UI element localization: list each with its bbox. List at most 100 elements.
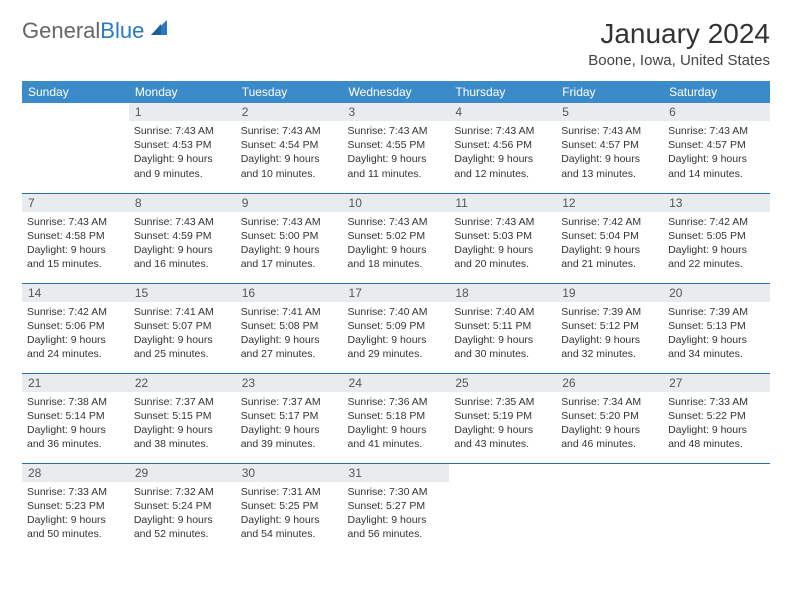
sunrise-line: Sunrise: 7:43 AM [454,215,551,229]
day-details: Sunrise: 7:43 AMSunset: 4:57 PMDaylight:… [556,121,663,186]
sunset-line: Sunset: 5:18 PM [348,409,445,423]
day-number: 29 [129,464,236,482]
sunrise-line: Sunrise: 7:33 AM [27,485,124,499]
day-header: Monday [129,81,236,103]
sunrise-line: Sunrise: 7:41 AM [241,305,338,319]
daylight-line: Daylight: 9 hours and 9 minutes. [134,152,231,180]
day-header: Saturday [663,81,770,103]
day-number: 14 [22,284,129,302]
calendar-cell: 27Sunrise: 7:33 AMSunset: 5:22 PMDayligh… [663,373,770,463]
calendar-cell [449,463,556,553]
day-number: 25 [449,374,556,392]
daylight-line: Daylight: 9 hours and 27 minutes. [241,333,338,361]
daylight-line: Daylight: 9 hours and 56 minutes. [348,513,445,541]
day-header: Wednesday [343,81,450,103]
sunset-line: Sunset: 5:25 PM [241,499,338,513]
day-number: 2 [236,103,343,121]
calendar-week-row: 1Sunrise: 7:43 AMSunset: 4:53 PMDaylight… [22,103,770,193]
calendar-cell: 25Sunrise: 7:35 AMSunset: 5:19 PMDayligh… [449,373,556,463]
day-details: Sunrise: 7:41 AMSunset: 5:07 PMDaylight:… [129,302,236,367]
calendar-cell: 5Sunrise: 7:43 AMSunset: 4:57 PMDaylight… [556,103,663,193]
sunset-line: Sunset: 5:05 PM [668,229,765,243]
sunset-line: Sunset: 4:57 PM [561,138,658,152]
calendar-body: 1Sunrise: 7:43 AMSunset: 4:53 PMDaylight… [22,103,770,553]
sunrise-line: Sunrise: 7:33 AM [668,395,765,409]
sunset-line: Sunset: 4:56 PM [454,138,551,152]
calendar-cell: 4Sunrise: 7:43 AMSunset: 4:56 PMDaylight… [449,103,556,193]
calendar-cell [22,103,129,193]
sunset-line: Sunset: 5:14 PM [27,409,124,423]
sunset-line: Sunset: 5:07 PM [134,319,231,333]
day-details: Sunrise: 7:38 AMSunset: 5:14 PMDaylight:… [22,392,129,457]
day-details: Sunrise: 7:43 AMSunset: 4:54 PMDaylight:… [236,121,343,186]
day-number: 30 [236,464,343,482]
sunset-line: Sunset: 5:27 PM [348,499,445,513]
day-header: Friday [556,81,663,103]
sunrise-line: Sunrise: 7:42 AM [27,305,124,319]
sunrise-line: Sunrise: 7:40 AM [454,305,551,319]
day-number: 8 [129,194,236,212]
calendar-cell: 26Sunrise: 7:34 AMSunset: 5:20 PMDayligh… [556,373,663,463]
calendar-cell: 23Sunrise: 7:37 AMSunset: 5:17 PMDayligh… [236,373,343,463]
day-details: Sunrise: 7:32 AMSunset: 5:24 PMDaylight:… [129,482,236,547]
sunset-line: Sunset: 5:08 PM [241,319,338,333]
calendar-cell: 28 Sunrise: 7:33 AMSunset: 5:23 PMDayligh… [22,463,129,553]
calendar-cell: 19Sunrise: 7:39 AMSunset: 5:12 PMDayligh… [556,283,663,373]
day-number: 23 [236,374,343,392]
calendar-cell: 3Sunrise: 7:43 AMSunset: 4:55 PMDaylight… [343,103,450,193]
day-number: 9 [236,194,343,212]
sunset-line: Sunset: 4:53 PM [134,138,231,152]
day-number: 4 [449,103,556,121]
day-number: 13 [663,194,770,212]
day-details: Sunrise: 7:43 AMSunset: 5:02 PMDaylight:… [343,212,450,277]
calendar-cell: 16Sunrise: 7:41 AMSunset: 5:08 PMDayligh… [236,283,343,373]
day-details: Sunrise: 7:41 AMSunset: 5:08 PMDaylight:… [236,302,343,367]
calendar-cell: 13Sunrise: 7:42 AMSunset: 5:05 PMDayligh… [663,193,770,283]
sunset-line: Sunset: 4:54 PM [241,138,338,152]
daylight-line: Daylight: 9 hours and 30 minutes. [454,333,551,361]
daylight-line: Daylight: 9 hours and 50 minutes. [27,513,124,541]
sunset-line: Sunset: 5:23 PM [27,499,124,513]
sunrise-line: Sunrise: 7:32 AM [134,485,231,499]
daylight-line: Daylight: 9 hours and 36 minutes. [27,423,124,451]
daylight-line: Daylight: 9 hours and 16 minutes. [134,243,231,271]
sunset-line: Sunset: 4:57 PM [668,138,765,152]
calendar-cell: 9Sunrise: 7:43 AMSunset: 5:00 PMDaylight… [236,193,343,283]
logo-text: GeneralBlue [22,18,144,44]
day-number: 28 [22,464,129,482]
day-details: Sunrise: 7:37 AMSunset: 5:15 PMDaylight:… [129,392,236,457]
daylight-line: Daylight: 9 hours and 18 minutes. [348,243,445,271]
day-details: Sunrise: 7:34 AMSunset: 5:20 PMDaylight:… [556,392,663,457]
day-number: 7 [22,194,129,212]
daylight-line: Daylight: 9 hours and 17 minutes. [241,243,338,271]
calendar-cell: 22Sunrise: 7:37 AMSunset: 5:15 PMDayligh… [129,373,236,463]
sunrise-line: Sunrise: 7:34 AM [561,395,658,409]
sunrise-line: Sunrise: 7:40 AM [348,305,445,319]
sunrise-line: Sunrise: 7:37 AM [241,395,338,409]
sunrise-line: Sunrise: 7:38 AM [27,395,124,409]
sunset-line: Sunset: 5:12 PM [561,319,658,333]
sunrise-line: Sunrise: 7:35 AM [454,395,551,409]
day-number: 26 [556,374,663,392]
day-details: Sunrise: 7:35 AMSunset: 5:19 PMDaylight:… [449,392,556,457]
sunrise-line: Sunrise: 7:43 AM [134,124,231,138]
title-block: January 2024 Boone, Iowa, United States [588,18,770,69]
day-number: 31 [343,464,450,482]
day-number: 5 [556,103,663,121]
day-number: 15 [129,284,236,302]
calendar-cell: 8Sunrise: 7:43 AMSunset: 4:59 PMDaylight… [129,193,236,283]
sunset-line: Sunset: 4:58 PM [27,229,124,243]
sunrise-line: Sunrise: 7:43 AM [561,124,658,138]
daylight-line: Daylight: 9 hours and 52 minutes. [134,513,231,541]
sunset-line: Sunset: 5:06 PM [27,319,124,333]
calendar-week-row: 7 Sunrise: 7:43 AM Sunset: 4:58 PM Daylight… [22,193,770,283]
calendar-cell: 6Sunrise: 7:43 AMSunset: 4:57 PMDaylight… [663,103,770,193]
day-details: Sunrise: 7:43 AMSunset: 4:56 PMDaylight:… [449,121,556,186]
day-number: 10 [343,194,450,212]
day-number: 19 [556,284,663,302]
header: GeneralBlue January 2024 Boone, Iowa, Un… [22,18,770,69]
calendar-cell: 17Sunrise: 7:40 AMSunset: 5:09 PMDayligh… [343,283,450,373]
calendar-cell: 1Sunrise: 7:43 AMSunset: 4:53 PMDaylight… [129,103,236,193]
daylight-line: Daylight: 9 hours and 25 minutes. [134,333,231,361]
day-number: 12 [556,194,663,212]
